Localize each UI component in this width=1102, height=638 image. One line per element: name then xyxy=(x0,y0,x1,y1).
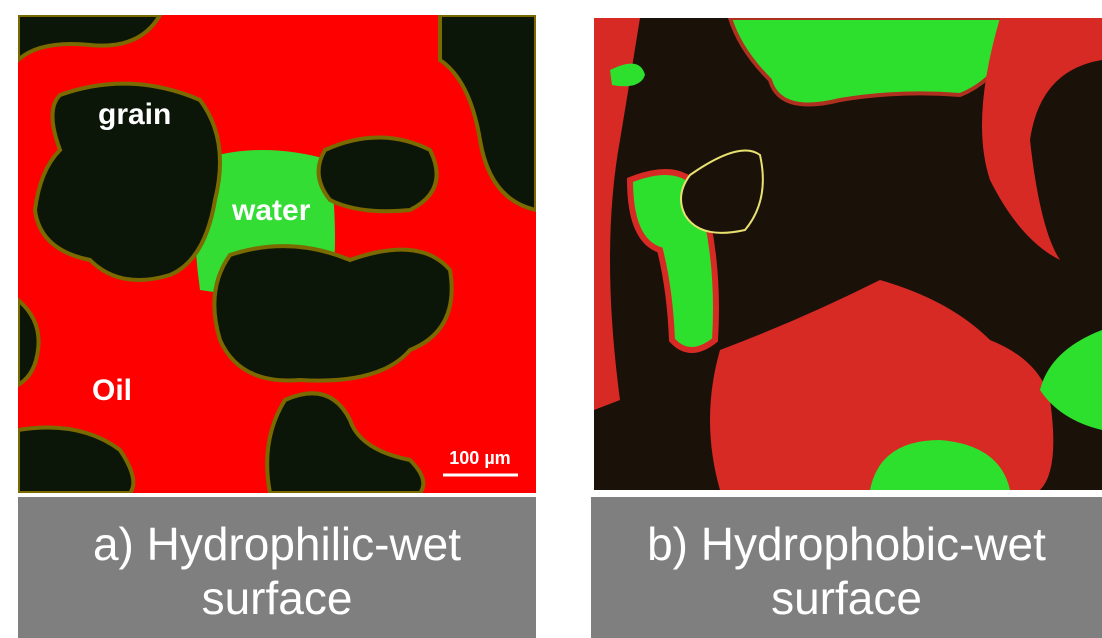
water-label: water xyxy=(231,194,311,227)
grain-label: grain xyxy=(98,98,171,131)
micrograph-a: grain water Oil 100 µm xyxy=(18,15,536,493)
caption-b: b) Hydrophobic-wet surface xyxy=(591,497,1102,638)
caption-a: a) Hydrophilic-wet surface xyxy=(18,497,536,638)
scale-bar-label: 100 µm xyxy=(449,448,510,468)
micrograph-b xyxy=(594,18,1102,490)
figure: grain water Oil 100 µm a) Hydrophilic-we… xyxy=(0,0,1102,638)
oil-label: Oil xyxy=(92,374,132,407)
